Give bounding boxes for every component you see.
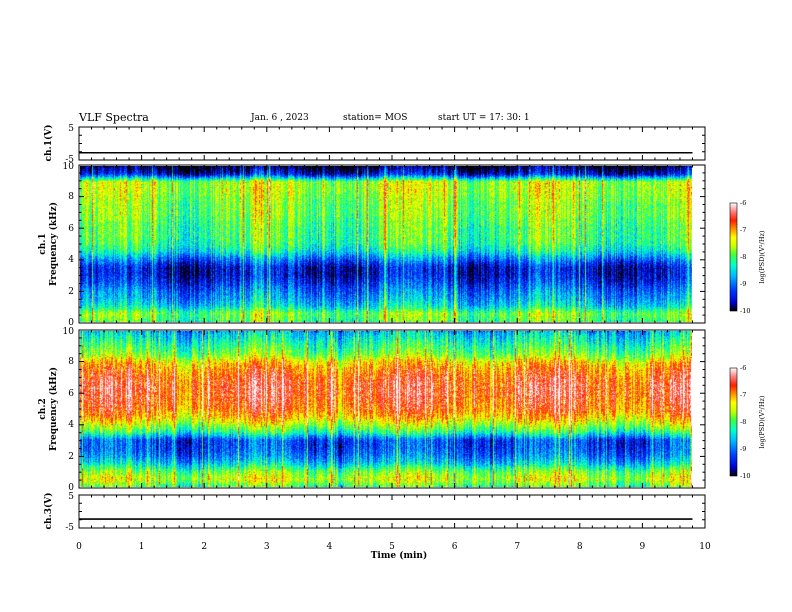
chart-title: VLF Spectra (79, 111, 149, 124)
spec1-ytick-8: 8 (68, 192, 74, 202)
xtick-5: 5 (389, 542, 395, 552)
ch1-ytick-neg5: -5 (65, 155, 74, 165)
spec2-ytick-2: 2 (68, 452, 74, 462)
xtick-2: 2 (201, 542, 207, 552)
spec2-ytick-4: 4 (68, 420, 74, 430)
cb1-tick-neg6: -6 (740, 199, 746, 207)
ch1-colorbar-label: log(PSD)(V²/Hz) (758, 230, 766, 283)
cb2-tick-neg7: -7 (740, 391, 746, 399)
ch1-waveform-frame (78, 126, 706, 161)
ch1-spectrogram-ylabel-freq: Frequency (kHz) (48, 202, 59, 286)
xtick-4: 4 (327, 542, 333, 552)
spec2-ytick-10: 10 (63, 327, 75, 337)
ch3-waveform-ylabel: ch.3(V) (43, 493, 54, 530)
ch2-colorbar (729, 367, 738, 477)
xtick-6: 6 (452, 542, 458, 552)
header-date: Jan. 6 , 2023 (251, 113, 309, 123)
cb2-tick-neg9: -9 (740, 445, 746, 453)
cb1-tick-neg8: -8 (740, 253, 746, 261)
cb1-tick-neg9: -9 (740, 280, 746, 288)
spec1-ytick-10: 10 (63, 162, 75, 172)
spec1-ytick-2: 2 (68, 287, 74, 297)
ch2-spectrogram-image (80, 331, 692, 487)
header-station: station= MOS (343, 113, 408, 123)
x-axis-label: Time (min) (371, 550, 428, 561)
cb2-tick-neg10: -10 (740, 472, 750, 480)
xtick-9: 9 (640, 542, 646, 552)
ch1-colorbar (729, 202, 738, 312)
cb2-tick-neg6: -6 (740, 364, 746, 372)
ch1-spectrogram-image (80, 166, 692, 322)
xtick-0: 0 (76, 542, 82, 552)
ch1-waveform-ylabel: ch.1(V) (43, 125, 54, 162)
ch2-spectrogram-ylabel-ch: ch.2 (38, 398, 48, 419)
spec2-ytick-0: 0 (68, 483, 74, 493)
ch2-colorbar-label: log(PSD)(V²/Hz) (758, 395, 766, 448)
spec1-ytick-0: 0 (68, 318, 74, 328)
header-start-ut: start UT = 17: 30: 1 (438, 113, 530, 123)
spec2-ytick-8: 8 (68, 357, 74, 367)
xtick-8: 8 (577, 542, 583, 552)
xtick-3: 3 (264, 542, 270, 552)
ch3-ytick-5: 5 (68, 492, 74, 502)
spec1-ytick-4: 4 (68, 255, 74, 265)
ch2-spectrogram-ylabel-freq: Frequency (kHz) (48, 367, 59, 451)
ch1-spectrogram-ylabel-ch: ch.1 (38, 233, 48, 254)
xtick-1: 1 (139, 542, 145, 552)
ch3-waveform-frame (78, 494, 706, 529)
ch1-ytick-5: 5 (68, 124, 74, 134)
cb1-tick-neg10: -10 (740, 307, 750, 315)
cb2-tick-neg8: -8 (740, 418, 746, 426)
cb1-tick-neg7: -7 (740, 226, 746, 234)
spec1-ytick-6: 6 (68, 224, 74, 234)
ch3-ytick-neg5: -5 (65, 523, 74, 533)
xtick-10: 10 (699, 542, 711, 552)
axis-ticks (78, 126, 706, 529)
xtick-7: 7 (514, 542, 520, 552)
spec2-ytick-6: 6 (68, 389, 74, 399)
